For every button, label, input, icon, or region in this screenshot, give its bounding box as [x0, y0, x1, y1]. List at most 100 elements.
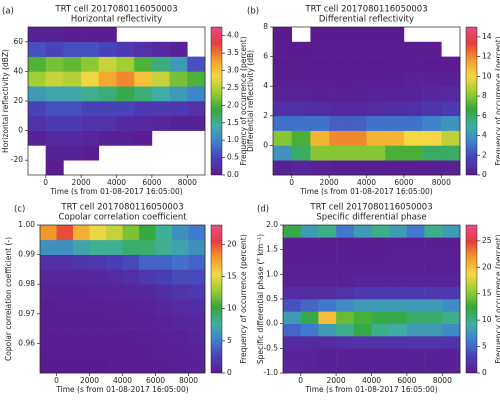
- heat-cell: [422, 41, 442, 57]
- heat-cell: [169, 86, 188, 102]
- heat-cell: [63, 115, 82, 131]
- heat-cell: [81, 27, 100, 43]
- heat-cell: [116, 41, 135, 57]
- heat-cell: [371, 336, 390, 349]
- heat-cell: [28, 130, 46, 146]
- colorbar-tick-label: 10: [482, 71, 492, 80]
- heat-cell: [441, 71, 461, 87]
- colorbar: [210, 26, 223, 176]
- heat-cell: [139, 269, 156, 285]
- heat-cell: [151, 71, 170, 87]
- y-tick-label: 0: [263, 140, 268, 149]
- colorbar-tick-label: 2.5: [227, 83, 239, 92]
- heat-cell: [329, 41, 349, 57]
- heat-cell: [389, 323, 408, 337]
- heat-cell: [63, 71, 82, 87]
- heat-cell: [329, 115, 349, 131]
- heat-cell: [336, 237, 355, 250]
- colorbar-tick-label: 0: [227, 368, 232, 377]
- heat-cell: [389, 299, 408, 312]
- y-tick-label: -20: [11, 155, 23, 164]
- heat-cell: [56, 254, 74, 270]
- heat-cell: [172, 358, 189, 374]
- heat-cell: [139, 343, 156, 359]
- heat-cell: [134, 56, 153, 72]
- heat-cell: [389, 360, 408, 374]
- heat-cell: [353, 348, 372, 361]
- heat-cell: [347, 145, 367, 161]
- heat-cell: [188, 269, 206, 285]
- heat-cell: [310, 71, 330, 87]
- heat-cell: [188, 254, 206, 270]
- heat-cell: [73, 358, 90, 374]
- heat-cell: [406, 311, 425, 324]
- x-tick-label: 2000: [80, 376, 99, 385]
- y-axis-label: Copolar correlation coefficient (-): [4, 237, 13, 361]
- heat-cell: [353, 323, 372, 337]
- heat-cell: [371, 237, 390, 250]
- heat-cell: [300, 262, 319, 275]
- heat-cell: [283, 360, 301, 374]
- heat-cell: [139, 299, 156, 315]
- heat-cell: [283, 286, 301, 300]
- heat-cell: [98, 101, 117, 117]
- heat-cell: [172, 328, 189, 344]
- heat-cell: [347, 86, 367, 102]
- heat-cell: [336, 348, 355, 361]
- heat-cell: [442, 225, 461, 238]
- heat-cell: [385, 41, 405, 57]
- heat-cell: [336, 262, 355, 275]
- heat-cell: [371, 274, 390, 287]
- heat-cell: [134, 115, 153, 131]
- heat-cell: [366, 115, 386, 131]
- heat-cell: [40, 328, 57, 344]
- heat-cell: [155, 239, 173, 255]
- x-tick-label: 4000: [357, 178, 376, 187]
- heat-cell: [371, 323, 390, 337]
- y-tick-label: 8: [263, 22, 268, 31]
- heat-cell: [291, 86, 311, 102]
- heat-cell: [389, 262, 408, 275]
- y-tick-label: 60: [13, 37, 23, 46]
- heat-cell: [45, 56, 64, 72]
- heat-cell: [310, 101, 330, 117]
- heat-cell: [56, 343, 74, 359]
- heat-cell: [56, 269, 74, 285]
- heat-cell: [116, 86, 135, 102]
- colorbar-tick-label: 4: [482, 131, 487, 140]
- heat-cell: [424, 274, 443, 287]
- heat-cell: [329, 56, 349, 72]
- heat-cell: [442, 249, 461, 263]
- heat-cell: [347, 71, 367, 87]
- heat-cell: [106, 284, 123, 300]
- heat-cell: [283, 299, 301, 312]
- x-tick-label: 4000: [107, 178, 126, 187]
- heat-cell: [406, 336, 425, 349]
- heat-cell: [385, 86, 405, 102]
- heat-cell: [283, 262, 301, 275]
- heat-cell: [28, 71, 46, 87]
- heat-cell: [89, 269, 107, 285]
- heat-cell: [300, 249, 319, 263]
- heat-cell: [291, 145, 311, 161]
- heat-cell: [318, 286, 337, 300]
- heat-cell: [122, 239, 140, 255]
- heat-cell: [139, 225, 156, 241]
- heat-cell: [73, 343, 90, 359]
- heat-cell: [318, 323, 337, 337]
- colorbar-tick-label: 8: [482, 91, 487, 100]
- heat-cell: [347, 115, 367, 131]
- heat-cell: [347, 41, 367, 57]
- heat-cell: [300, 237, 319, 250]
- heat-cell: [283, 237, 301, 250]
- heat-cell: [385, 101, 405, 117]
- heat-cell: [291, 130, 311, 146]
- heat-cell: [28, 27, 46, 43]
- heat-cell: [116, 56, 135, 72]
- heat-cell: [73, 254, 90, 270]
- heat-cell: [371, 286, 390, 300]
- heat-cell: [40, 358, 57, 374]
- chart-title: TRT cell 2017080116050003: [309, 203, 432, 213]
- heat-cell: [336, 311, 355, 324]
- heat-cell: [353, 311, 372, 324]
